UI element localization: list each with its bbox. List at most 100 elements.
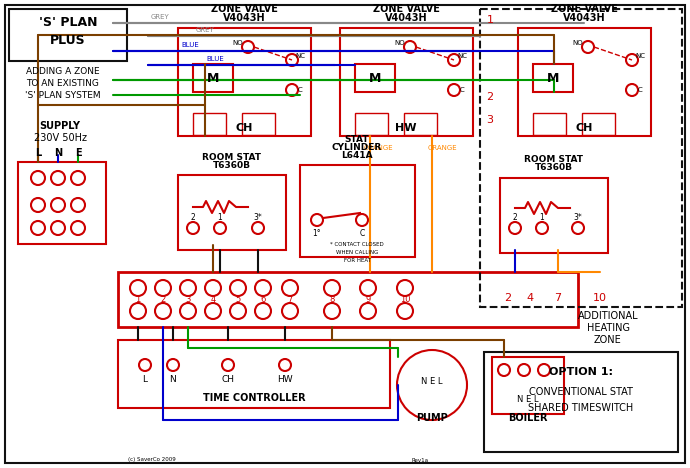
Text: ROOM STAT: ROOM STAT [524,155,584,164]
Circle shape [536,222,548,234]
Circle shape [130,303,146,319]
Bar [533,113,566,135]
Text: GREY: GREY [196,27,215,33]
Text: 1: 1 [486,15,493,25]
Text: HW: HW [395,123,417,133]
Circle shape [324,303,340,319]
Text: ZONE VALVE: ZONE VALVE [210,4,277,14]
Text: ZONE VALVE: ZONE VALVE [373,4,440,14]
Bar [484,352,678,452]
Circle shape [139,359,151,371]
Circle shape [626,54,638,66]
Text: 230V 50Hz: 230V 50Hz [34,133,86,143]
Bar [9,9,127,61]
Circle shape [51,198,65,212]
Text: 2: 2 [190,213,195,222]
Circle shape [252,222,264,234]
Circle shape [282,280,298,296]
Text: * CONTACT CLOSED: * CONTACT CLOSED [330,241,384,247]
Text: 4: 4 [526,293,533,303]
Circle shape [167,359,179,371]
Text: CYLINDER: CYLINDER [332,142,382,152]
Circle shape [187,222,199,234]
Circle shape [311,214,323,226]
Circle shape [230,280,246,296]
Text: E: E [75,148,81,158]
Text: TIME CONTROLLER: TIME CONTROLLER [203,393,305,403]
Text: C: C [638,87,642,93]
Circle shape [356,214,368,226]
Text: HW: HW [277,375,293,385]
Circle shape [180,280,196,296]
Text: T6360B: T6360B [535,163,573,173]
Text: ORANGE: ORANGE [363,145,393,151]
Circle shape [286,84,298,96]
Circle shape [279,359,291,371]
Text: BLUE: BLUE [206,56,224,62]
Text: T6360B: T6360B [213,161,251,169]
Circle shape [397,303,413,319]
Circle shape [360,280,376,296]
Text: CH: CH [235,123,253,133]
Text: SHARED TIMESWITCH: SHARED TIMESWITCH [529,403,633,413]
Text: 4: 4 [210,294,215,304]
Text: HEATING: HEATING [586,323,629,333]
Circle shape [448,54,460,66]
Circle shape [71,198,85,212]
Circle shape [582,41,594,53]
Text: L641A: L641A [341,151,373,160]
Text: N: N [54,148,62,158]
Bar [118,340,390,408]
Circle shape [518,364,530,376]
Circle shape [242,41,254,53]
Text: 1: 1 [135,294,141,304]
Text: TO AN EXISTING: TO AN EXISTING [26,80,99,88]
Text: C: C [297,87,302,93]
Text: L: L [35,148,41,158]
Text: 3: 3 [486,115,493,125]
Circle shape [626,84,638,96]
Text: 1°: 1° [313,228,322,237]
Text: C: C [359,228,364,237]
Text: FOR HEAT: FOR HEAT [344,257,371,263]
Circle shape [51,221,65,235]
Bar [518,28,651,136]
Circle shape [255,303,271,319]
Text: STAT: STAT [345,136,369,145]
Text: PUMP: PUMP [416,413,448,423]
Text: 8: 8 [329,294,335,304]
Text: CONVENTIONAL STAT: CONVENTIONAL STAT [529,387,633,397]
Circle shape [155,303,171,319]
Text: CH: CH [221,375,235,385]
Text: Rev1a: Rev1a [411,458,428,462]
Bar [193,113,226,135]
Circle shape [255,280,271,296]
Text: L: L [143,375,148,385]
Text: ORANGE: ORANGE [427,145,457,151]
Text: ZONE VALVE: ZONE VALVE [551,4,618,14]
Circle shape [214,222,226,234]
Text: 9: 9 [366,294,371,304]
Text: 10: 10 [593,293,607,303]
Circle shape [538,364,550,376]
Text: V4043H: V4043H [385,13,427,23]
Circle shape [31,221,45,235]
Text: M: M [546,72,559,85]
Text: 1: 1 [540,213,544,222]
Bar [404,113,437,135]
Text: ROOM STAT: ROOM STAT [202,153,262,161]
Text: 'S' PLAN: 'S' PLAN [39,15,97,29]
Bar [18,162,106,244]
Text: OPTION 1:: OPTION 1: [549,367,613,377]
Text: 2: 2 [513,213,518,222]
Text: V4043H: V4043H [223,13,266,23]
Text: 6: 6 [260,294,266,304]
Circle shape [205,303,221,319]
Text: NO: NO [573,40,583,46]
Text: ADDING A ZONE: ADDING A ZONE [26,67,100,76]
Text: NC: NC [635,53,645,59]
Bar [193,64,233,92]
Circle shape [404,41,416,53]
Bar [355,64,395,92]
Bar [178,175,286,250]
